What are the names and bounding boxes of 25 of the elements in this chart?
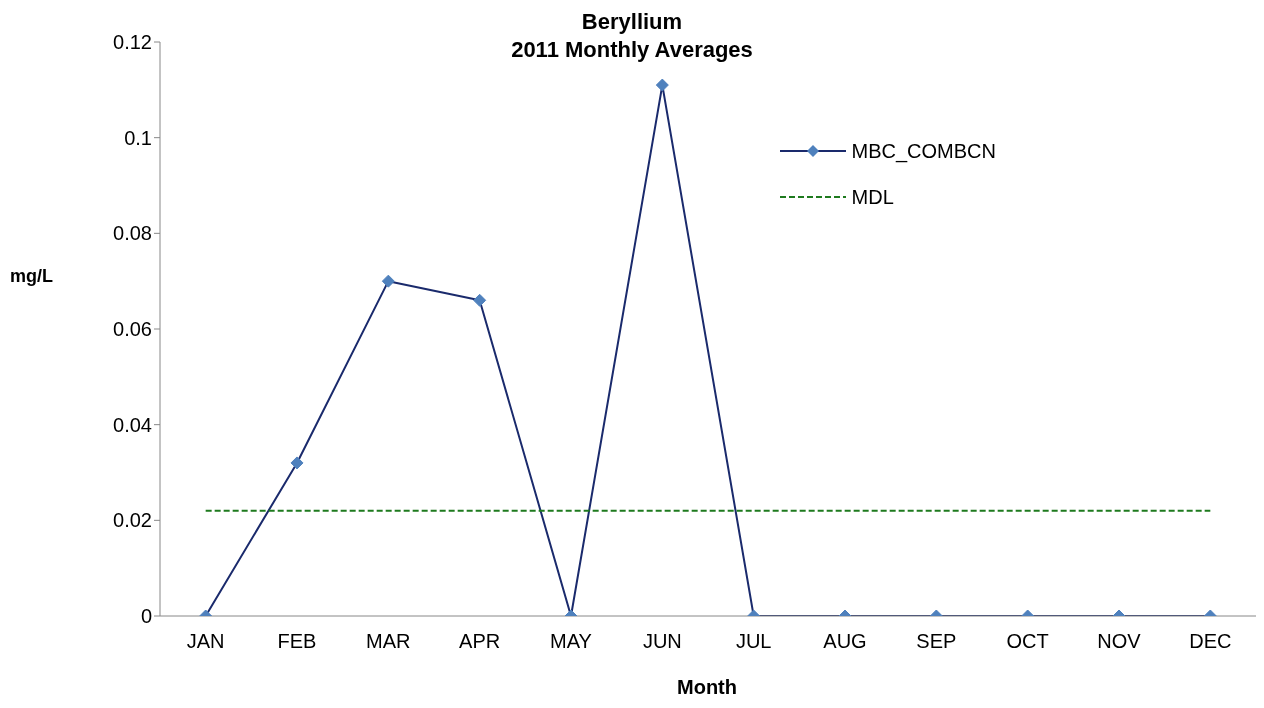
chart-subtitle: 2011 Monthly Averages [511,37,753,62]
x-tick-label: JUN [642,630,682,653]
x-tick-label: AUG [823,630,867,653]
x-tick-label: DEC [1189,630,1232,653]
x-tick-label: MAY [550,630,592,653]
x-tick-label: NOV [1097,630,1142,653]
legend-label: MDL [851,185,894,210]
y-tick-label: 0.02 [113,509,152,532]
chart-title: Beryllium [581,9,683,34]
y-tick-label: 0.06 [113,318,152,341]
y-tick-label: 0 [140,605,152,628]
x-tick-label: JAN [186,630,225,653]
y-tick-label: 0.08 [113,222,152,245]
y-tick-label: 0.04 [113,413,152,436]
y-axis-title: mg/L [10,266,53,287]
x-tick-label: OCT [1006,630,1049,653]
x-tick-label: JUL [735,630,772,653]
y-tick-label: 0.1 [124,126,152,149]
x-tick-label: MAR [366,630,411,653]
y-tick-label: 0.12 [113,31,152,54]
x-tick-label: FEB [277,630,317,653]
x-axis-title: Month [676,676,738,699]
x-tick-label: APR [459,630,501,653]
x-tick-label: SEP [916,630,957,653]
legend-label: MBC_COMBCN [851,139,996,165]
